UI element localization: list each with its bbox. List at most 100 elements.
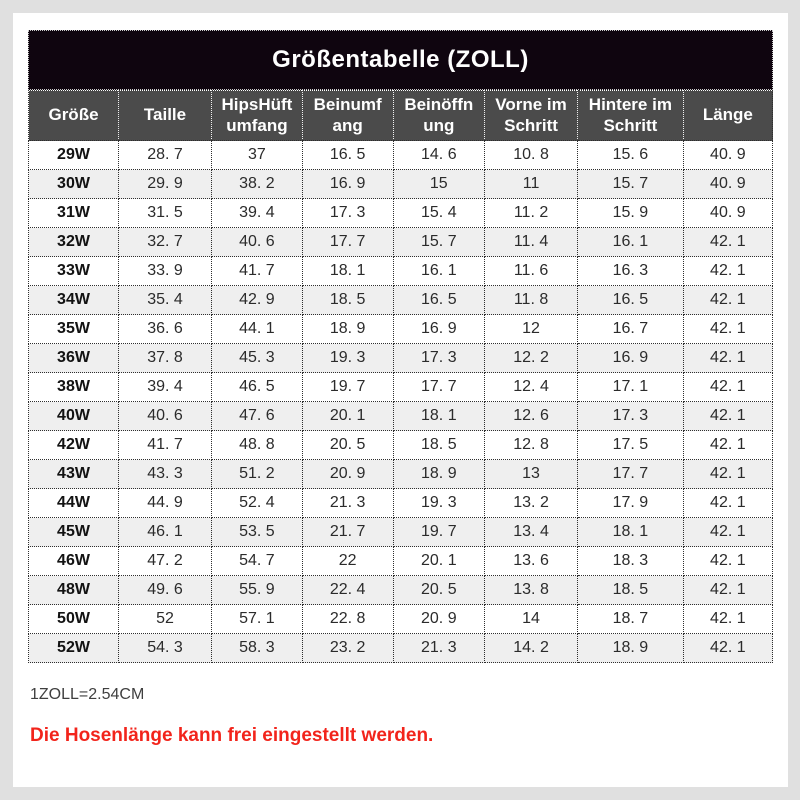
measurement-cell: 14	[484, 604, 579, 634]
measurement-cell: 40. 9	[682, 198, 774, 228]
measurement-cell: 20. 9	[392, 604, 486, 634]
size-cell: 46W	[27, 546, 120, 576]
measurement-cell: 14. 2	[484, 633, 579, 663]
measurement-cell: 18. 7	[577, 604, 684, 634]
measurement-cell: 13. 2	[484, 488, 579, 518]
measurement-cell: 11. 6	[484, 256, 579, 286]
measurement-cell: 47. 6	[211, 401, 303, 431]
table-title-bar: Größentabelle (ZOLL)	[28, 30, 773, 90]
measurement-cell: 12. 2	[484, 343, 579, 373]
measurement-cell: 42. 1	[682, 401, 774, 431]
measurement-cell: 38. 2	[211, 169, 303, 199]
measurement-cell: 10. 8	[484, 140, 579, 170]
measurement-cell: 54. 7	[211, 546, 303, 576]
measurement-cell: 21. 3	[301, 488, 394, 518]
measurement-cell: 20. 5	[392, 575, 486, 605]
measurement-cell: 19. 7	[392, 517, 486, 547]
measurement-cell: 44. 1	[211, 314, 303, 344]
size-cell: 36W	[27, 343, 120, 373]
measurement-cell: 12	[484, 314, 579, 344]
measurement-cell: 42. 9	[211, 285, 303, 315]
table-row: 50W 52 57. 1 22. 8 20. 9 14 18. 7 42. 1	[27, 604, 774, 634]
measurement-cell: 22	[301, 546, 394, 576]
measurement-cell: 42. 1	[682, 372, 774, 402]
measurement-cell: 20. 1	[392, 546, 486, 576]
measurement-cell: 42. 1	[682, 488, 774, 518]
size-cell: 29W	[27, 140, 120, 170]
measurement-cell: 18. 1	[301, 256, 394, 286]
measurement-cell: 42. 1	[682, 517, 774, 547]
measurement-cell: 17. 3	[392, 343, 486, 373]
measurement-cell: 57. 1	[211, 604, 303, 634]
measurement-cell: 42. 1	[682, 256, 774, 286]
measurement-cell: 16. 9	[392, 314, 486, 344]
measurement-cell: 16. 7	[577, 314, 684, 344]
measurement-cell: 36. 6	[118, 314, 213, 344]
measurement-cell: 19. 7	[301, 372, 394, 402]
size-cell: 42W	[27, 430, 120, 460]
measurement-cell: 16. 5	[301, 140, 394, 170]
size-cell: 50W	[27, 604, 120, 634]
measurement-cell: 15. 6	[577, 140, 684, 170]
column-header: Taille	[118, 90, 213, 141]
measurement-cell: 43. 3	[118, 459, 213, 489]
size-cell: 32W	[27, 227, 120, 257]
measurement-cell: 46. 1	[118, 517, 213, 547]
size-cell: 40W	[27, 401, 120, 431]
measurement-cell: 15. 7	[577, 169, 684, 199]
measurement-cell: 15. 7	[392, 227, 486, 257]
size-cell: 43W	[27, 459, 120, 489]
table-row: 45W 46. 1 53. 5 21. 7 19. 7 13. 4 18. 1 42. 1	[27, 517, 774, 547]
measurement-cell: 37. 8	[118, 343, 213, 373]
measurement-cell: 29. 9	[118, 169, 213, 199]
column-header: Beinöffn ung	[393, 90, 486, 141]
measurement-cell: 33. 9	[118, 256, 213, 286]
measurement-cell: 42. 1	[682, 227, 774, 257]
table-row: 52W 54. 3 58. 3 23. 2 21. 3 14. 2 18. 9 42. 1	[27, 633, 774, 663]
size-chart-card: Größentabelle (ZOLL) Größe Taille HipsHüft…	[13, 13, 788, 787]
measurement-cell: 40. 9	[682, 169, 774, 199]
measurement-cell: 18. 9	[577, 633, 684, 663]
table-header-row: Größe Taille HipsHüft umfang Beinumf ang Bei…	[27, 90, 774, 141]
table-row: 31W 31. 5 39. 4 17. 3 15. 4 11. 2 15. 9 40. 9	[27, 198, 774, 228]
size-cell: 35W	[27, 314, 120, 344]
measurement-cell: 18. 9	[301, 314, 394, 344]
measurement-cell: 20. 5	[301, 430, 394, 460]
measurement-cell: 42. 1	[682, 575, 774, 605]
measurement-cell: 35. 4	[118, 285, 213, 315]
measurement-cell: 51. 2	[211, 459, 303, 489]
measurement-cell: 46. 5	[211, 372, 303, 402]
measurement-cell: 42. 1	[682, 430, 774, 460]
measurement-cell: 20. 9	[301, 459, 394, 489]
size-cell: 44W	[27, 488, 120, 518]
measurement-cell: 42. 1	[682, 343, 774, 373]
column-header: Vorne im Schritt	[484, 90, 579, 141]
measurement-cell: 18. 5	[301, 285, 394, 315]
measurement-cell: 13	[484, 459, 579, 489]
measurement-cell: 42. 1	[682, 314, 774, 344]
measurement-cell: 18. 5	[392, 430, 486, 460]
measurement-cell: 11. 8	[484, 285, 579, 315]
measurement-cell: 52	[118, 604, 213, 634]
measurement-cell: 17. 9	[577, 488, 684, 518]
measurement-cell: 41. 7	[118, 430, 213, 460]
page-title: Größentabelle (ZOLL)	[272, 46, 529, 73]
measurement-cell: 40. 6	[118, 401, 213, 431]
table-row: 46W 47. 2 54. 7 22 20. 1 13. 6 18. 3 42. 1	[27, 546, 774, 576]
measurement-cell: 58. 3	[211, 633, 303, 663]
measurement-cell: 28. 7	[118, 140, 213, 170]
measurement-cell: 42. 1	[682, 604, 774, 634]
measurement-cell: 16. 9	[577, 343, 684, 373]
measurement-cell: 53. 5	[211, 517, 303, 547]
measurement-cell: 18. 9	[392, 459, 486, 489]
measurement-cell: 16. 5	[392, 285, 486, 315]
size-cell: 30W	[27, 169, 120, 199]
table-row: 32W 32. 7 40. 6 17. 7 15. 7 11. 4 16. 1 42. 1	[27, 227, 774, 257]
measurement-cell: 21. 3	[392, 633, 486, 663]
measurement-cell: 21. 7	[301, 517, 394, 547]
measurement-cell: 42. 1	[682, 546, 774, 576]
measurement-cell: 16. 9	[301, 169, 394, 199]
measurement-cell: 42. 1	[682, 459, 774, 489]
measurement-cell: 15	[392, 169, 486, 199]
